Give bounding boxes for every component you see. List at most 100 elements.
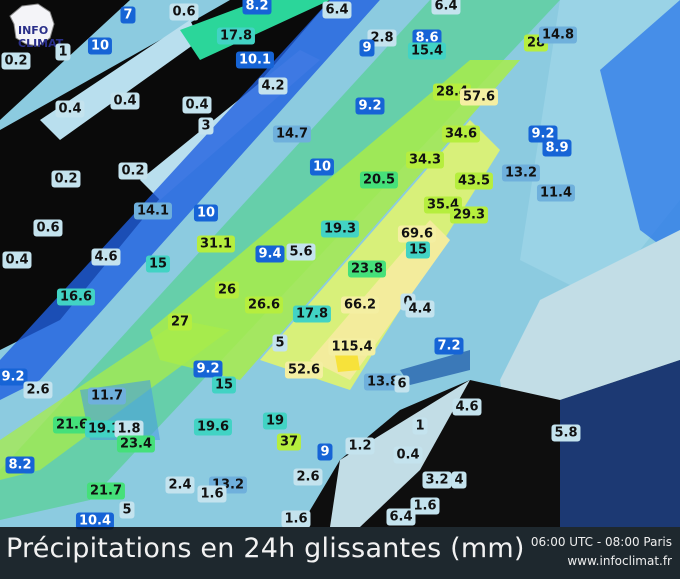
station-value-label[interactable]: 10 — [193, 204, 219, 222]
station-value-label[interactable]: 26 — [214, 281, 240, 299]
station-value-label[interactable]: 15 — [145, 255, 171, 273]
station-value-label[interactable]: 19 — [262, 412, 288, 430]
station-value-label[interactable]: 1.6 — [197, 485, 227, 503]
station-value-label[interactable]: 19.3 — [320, 220, 360, 238]
station-value-label[interactable]: 15 — [211, 376, 237, 394]
station-value-label[interactable]: 19.1 — [84, 420, 124, 438]
station-value-label[interactable]: 0.4 — [393, 446, 423, 464]
station-value-label[interactable]: 8.9 — [542, 139, 572, 157]
station-value-label[interactable]: 9.2 — [528, 125, 558, 143]
france-map-icon — [9, 3, 55, 47]
station-value-label[interactable]: 1.2 — [345, 437, 375, 455]
station-value-label[interactable]: 13.2 — [501, 164, 541, 182]
station-value-label[interactable]: 2.8 — [367, 29, 397, 47]
station-value-label[interactable]: 52.6 — [284, 361, 324, 379]
timestamp: 06:00 UTC - 08:00 Paris — [530, 535, 672, 549]
station-value-label[interactable]: 1.6 — [410, 497, 440, 515]
station-value-label[interactable]: 0.4 — [110, 92, 140, 110]
station-value-label[interactable]: 5.8 — [551, 424, 581, 442]
station-value-label[interactable]: 9 — [359, 39, 375, 57]
station-value-label[interactable]: 15 — [405, 241, 431, 259]
station-value-label[interactable]: 5.6 — [286, 243, 316, 261]
station-value-label[interactable]: 4.4 — [405, 300, 435, 318]
station-value-label[interactable]: 14.1 — [133, 202, 173, 220]
station-value-label[interactable]: 4.6 — [91, 248, 121, 266]
station-value-label[interactable]: 34.3 — [405, 151, 445, 169]
station-value-label[interactable]: 43.5 — [454, 172, 494, 190]
station-value-label[interactable]: 1 — [55, 43, 71, 61]
station-value-label[interactable]: 31.1 — [196, 235, 236, 253]
station-value-label[interactable]: 37 — [276, 433, 302, 451]
station-value-label[interactable]: 1.8 — [114, 420, 144, 438]
station-value-label[interactable]: 29.3 — [449, 206, 489, 224]
station-value-label[interactable]: 8.2 — [242, 0, 272, 15]
station-value-label[interactable]: 8.6 — [412, 29, 442, 47]
station-value-label[interactable]: 11.4 — [536, 184, 576, 202]
station-value-label[interactable]: 10 — [87, 37, 113, 55]
station-value-label[interactable]: 14.8 — [538, 26, 578, 44]
station-value-label[interactable]: 9.2 — [193, 360, 223, 378]
station-value-label[interactable]: 6.4 — [431, 0, 461, 15]
station-value-label[interactable]: 0.6 — [33, 219, 63, 237]
station-value-label[interactable]: 5 — [119, 501, 135, 519]
station-value-label[interactable]: 0.2 — [1, 52, 31, 70]
station-value-label[interactable]: 115.4 — [328, 338, 376, 356]
station-value-label[interactable]: 9.4 — [255, 245, 285, 263]
station-value-label[interactable]: 17.8 — [292, 305, 332, 323]
station-value-label[interactable]: 11.7 — [87, 387, 127, 405]
station-value-label[interactable]: 3.2 — [422, 471, 452, 489]
station-value-label[interactable]: 10.4 — [75, 512, 115, 530]
station-value-label[interactable]: 0.2 — [51, 170, 81, 188]
station-value-label[interactable]: 9.2 — [0, 368, 28, 386]
station-value-label[interactable]: 0.2 — [118, 162, 148, 180]
station-value-label[interactable]: 15.4 — [407, 42, 447, 60]
station-value-label[interactable]: 6.4 — [322, 1, 352, 19]
station-value-label[interactable]: 27 — [167, 313, 193, 331]
station-value-label[interactable]: 13.8 — [363, 373, 403, 391]
station-value-label[interactable]: 3 — [198, 117, 214, 135]
station-value-label[interactable]: 6 — [394, 375, 410, 393]
logo-text: INFO CLIMAT — [18, 24, 64, 50]
station-value-label[interactable]: 1 — [412, 417, 428, 435]
station-value-label[interactable]: 21.7 — [86, 482, 126, 500]
station-value-label[interactable]: 7 — [120, 6, 136, 24]
station-value-label[interactable]: 6.4 — [386, 508, 416, 526]
station-value-label[interactable]: 0.6 — [169, 3, 199, 21]
station-value-label[interactable]: 10.1 — [235, 51, 275, 69]
station-value-label[interactable]: 66.2 — [340, 296, 380, 314]
rain-bands — [0, 0, 680, 527]
site-link[interactable]: www.infoclimat.fr — [567, 554, 672, 568]
station-value-label[interactable]: 26.6 — [244, 296, 284, 314]
legend-bar: Précipitations en 24h glissantes (mm) 06… — [0, 527, 680, 579]
station-value-label[interactable]: 4.6 — [452, 398, 482, 416]
station-value-label[interactable]: 34.6 — [441, 125, 481, 143]
station-value-label[interactable]: 4.2 — [258, 77, 288, 95]
station-value-label[interactable]: 5 — [272, 334, 288, 352]
station-value-label[interactable]: 0.4 — [2, 251, 32, 269]
station-value-label[interactable]: 69.6 — [397, 225, 437, 243]
station-value-label[interactable]: 23.4 — [116, 435, 156, 453]
station-value-label[interactable]: 1.6 — [281, 510, 311, 528]
map-title: Précipitations en 24h glissantes (mm) — [6, 533, 525, 564]
station-value-label[interactable]: 2.4 — [165, 476, 195, 494]
infoclimat-logo: INFO CLIMAT — [4, 2, 78, 50]
station-value-label[interactable]: 16.6 — [56, 288, 96, 306]
station-value-label[interactable]: 23.8 — [347, 260, 387, 278]
station-value-label[interactable]: 8.2 — [5, 456, 35, 474]
station-value-label[interactable]: 0.4 — [182, 96, 212, 114]
station-value-label[interactable]: 0.4 — [55, 100, 85, 118]
station-value-label[interactable]: 19.6 — [193, 418, 233, 436]
station-value-label[interactable]: 9.2 — [355, 97, 385, 115]
station-value-label[interactable]: 7.2 — [434, 337, 464, 355]
station-value-label[interactable]: 4 — [451, 471, 467, 489]
station-value-label[interactable]: 57.6 — [459, 88, 499, 106]
station-value-label[interactable]: 14.7 — [272, 125, 312, 143]
station-value-label[interactable]: 20.5 — [359, 171, 399, 189]
station-value-label[interactable]: 21.6 — [52, 416, 92, 434]
station-value-label[interactable]: 2.6 — [23, 381, 53, 399]
station-value-label[interactable]: 10 — [309, 158, 335, 176]
station-value-label[interactable]: 2.6 — [293, 468, 323, 486]
station-value-label[interactable]: 9 — [317, 443, 333, 461]
station-value-label[interactable]: 17.8 — [216, 27, 256, 45]
